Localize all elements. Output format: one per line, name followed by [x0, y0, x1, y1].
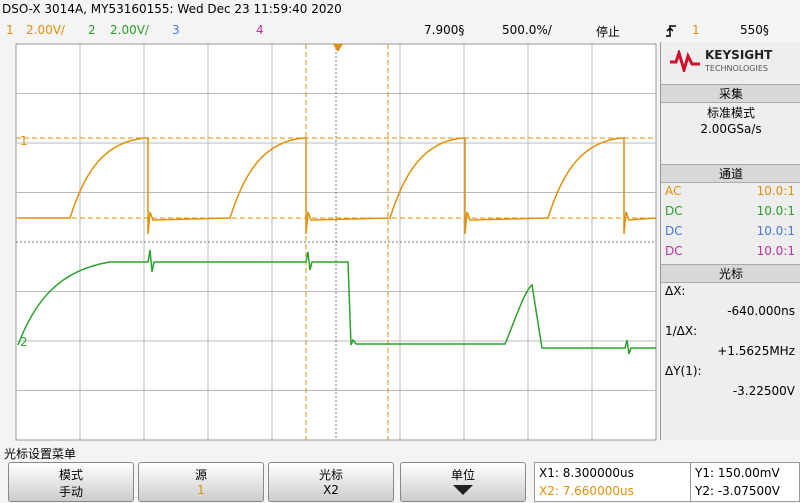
softkey[interactable]: 模式 手动: [8, 462, 134, 502]
dy: -3.22500V: [732, 384, 795, 398]
x2-readout: X2: 7.660000us: [539, 484, 634, 498]
softkey-label: 模式: [58, 468, 83, 482]
menu-title: 光标设置菜单: [4, 447, 77, 461]
channel-probe: 10.0:1: [756, 224, 795, 238]
cursors-header: 光标: [661, 264, 800, 283]
delay: 7.900§: [424, 23, 465, 37]
ch1-waveform: [18, 137, 657, 235]
brand-sub: TECHNOLOGIES: [705, 64, 768, 73]
channel-coupling: AC: [665, 184, 682, 198]
softkey-value: 手动: [58, 485, 83, 499]
run-state: 停止: [596, 25, 621, 39]
y2-readout: Y2: -3.07500V: [695, 484, 780, 498]
ch2-marker: 2: [20, 335, 28, 349]
ch2-scale: 2.00V/: [110, 23, 149, 37]
ch1-scale: 2.00V/: [26, 23, 65, 37]
side-panel: KEYSIGHT TECHNOLOGIES 采集 标准模式 2.00GSa/s …: [660, 42, 800, 440]
ch1-marker: 1: [20, 134, 28, 148]
grid: [16, 44, 656, 440]
channel-coupling: DC: [665, 244, 683, 258]
timebase: 500.0%/: [502, 23, 552, 37]
trigger-source: 1: [692, 23, 700, 37]
softkey-arrow: [453, 485, 473, 495]
channel-probe: 10.0:1: [756, 184, 795, 198]
graticule: 1 2: [15, 43, 657, 441]
softkey[interactable]: 单位: [400, 462, 526, 502]
softkey-value: X2: [323, 483, 339, 497]
trigger-level: 550§: [740, 23, 769, 37]
acq-mode: 标准模式: [706, 106, 755, 120]
dx: -640.000ns: [727, 304, 795, 318]
softkey-value: 1: [197, 483, 205, 497]
dx-label: ΔX:: [665, 284, 686, 298]
channel-probe: 10.0:1: [756, 204, 795, 218]
softkey-label: 单位: [450, 468, 475, 482]
ch4-label: 4: [256, 23, 264, 37]
inv-dx: +1.5625MHz: [717, 344, 795, 358]
x-readouts: X1: 8.300000us X2: 7.660000us: [534, 462, 692, 502]
brand: KEYSIGHT: [705, 48, 773, 62]
ch3-label: 3: [172, 23, 180, 37]
channel-coupling: DC: [665, 224, 683, 238]
channels-header: 通道: [661, 164, 800, 183]
ch1-label: 1: [6, 23, 14, 37]
dy-label: ΔY(1):: [665, 364, 702, 378]
x1-readout: X1: 8.300000us: [539, 466, 634, 480]
channel-coupling: DC: [665, 204, 683, 218]
y-readouts: Y1: 150.00mV Y2: -3.07500V: [690, 462, 800, 502]
ch2-waveform: [17, 249, 656, 355]
sample-rate: 2.00GSa/s: [700, 122, 762, 136]
brand-logo: [670, 50, 700, 72]
channel-probe: 10.0:1: [756, 244, 795, 258]
acq-header: 采集: [661, 84, 800, 103]
softkey[interactable]: 光标 X2: [268, 462, 394, 502]
ch2-label: 2: [88, 23, 96, 37]
trigger-position: [333, 44, 343, 52]
trigger-edge-icon: [666, 25, 676, 37]
softkey-label: 源: [194, 468, 207, 482]
title: DSO-X 3014A, MY53160155: Wed Dec 23 11:5…: [2, 2, 342, 16]
softkey-label: 光标: [318, 468, 343, 482]
y1-readout: Y1: 150.00mV: [695, 466, 780, 480]
inv-dx-label: 1/ΔX:: [665, 324, 698, 338]
